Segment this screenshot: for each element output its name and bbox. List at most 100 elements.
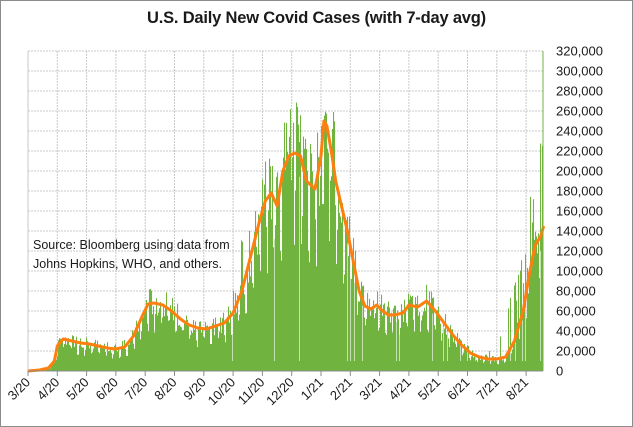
daily-bar	[484, 361, 486, 371]
daily-bar	[489, 351, 491, 371]
daily-bar	[405, 309, 407, 371]
daily-bar	[502, 360, 504, 371]
daily-bar	[311, 153, 313, 371]
bar-gap	[460, 345, 461, 361]
daily-bar	[472, 350, 474, 371]
daily-bar	[188, 323, 190, 371]
daily-bar	[511, 353, 513, 371]
daily-bar	[302, 216, 304, 371]
daily-bar	[59, 338, 61, 371]
daily-bar	[530, 196, 532, 371]
daily-bar	[255, 211, 257, 371]
daily-bar	[383, 304, 385, 371]
daily-bar	[262, 179, 264, 371]
daily-bar	[253, 287, 255, 371]
daily-bar	[134, 348, 136, 371]
daily-bar	[218, 338, 220, 371]
daily-bar	[238, 320, 240, 371]
daily-bar	[415, 297, 417, 371]
daily-bar	[387, 306, 389, 371]
daily-bar	[507, 355, 509, 371]
daily-bar	[476, 359, 478, 371]
daily-bar	[305, 138, 307, 371]
bar-gap	[467, 351, 468, 361]
daily-bar	[538, 233, 540, 371]
daily-bar	[351, 279, 353, 371]
daily-bar	[478, 358, 480, 371]
daily-bar	[251, 260, 253, 371]
daily-bar	[175, 332, 177, 371]
daily-bar	[83, 347, 85, 371]
y-tick-label: 280,000	[556, 84, 603, 99]
daily-bar	[313, 187, 315, 371]
daily-bar	[337, 229, 339, 371]
daily-bar	[461, 340, 463, 371]
daily-bar	[329, 241, 331, 371]
daily-bar	[76, 336, 78, 371]
daily-bar	[431, 291, 433, 371]
bar-gap	[362, 305, 363, 361]
daily-bar	[414, 331, 416, 371]
daily-bar	[379, 327, 381, 371]
daily-bar	[189, 338, 191, 371]
bar-gap	[447, 331, 448, 361]
x-tick-label: 11/20	[235, 375, 268, 408]
daily-bar	[90, 345, 92, 371]
daily-bar	[454, 336, 456, 371]
daily-bar	[291, 179, 293, 371]
daily-bar	[377, 291, 379, 371]
daily-bar	[294, 244, 296, 371]
daily-bar	[132, 330, 134, 371]
daily-bar	[404, 299, 406, 371]
daily-bar	[267, 273, 269, 371]
daily-bar	[410, 295, 412, 371]
daily-bar	[359, 301, 361, 371]
avg-line-path	[27, 119, 546, 373]
daily-bar	[97, 340, 99, 371]
daily-bar	[176, 331, 178, 371]
y-tick-label: 80,000	[556, 284, 596, 299]
daily-bar	[201, 332, 203, 371]
daily-bar	[231, 334, 233, 371]
daily-bar	[297, 106, 299, 371]
daily-bar	[312, 171, 314, 371]
daily-bar	[492, 356, 494, 371]
daily-bar	[469, 357, 471, 371]
daily-bar	[524, 304, 526, 371]
daily-bar	[58, 340, 60, 371]
daily-bar	[419, 312, 421, 371]
daily-bar	[529, 278, 531, 371]
daily-bar	[263, 212, 265, 371]
daily-bar	[512, 349, 514, 371]
daily-bar	[457, 333, 459, 371]
daily-bar	[81, 346, 83, 371]
daily-bar	[510, 297, 512, 371]
daily-bar	[142, 312, 144, 371]
daily-bar	[135, 327, 137, 371]
daily-bar	[207, 325, 209, 371]
daily-bar	[430, 302, 432, 371]
daily-bar	[498, 364, 500, 371]
daily-bar	[101, 346, 103, 371]
daily-bar	[179, 324, 181, 371]
x-tick-label: 4/21	[386, 375, 415, 404]
daily-bar	[254, 231, 256, 371]
daily-bar	[273, 247, 275, 371]
daily-bar	[172, 297, 174, 371]
daily-bar	[119, 357, 121, 371]
daily-bar	[290, 109, 292, 372]
daily-bar	[216, 325, 218, 371]
daily-bar	[488, 360, 490, 371]
daily-bar	[89, 348, 91, 371]
daily-bar	[368, 309, 370, 371]
daily-bar	[371, 309, 373, 371]
source-annotation: Source: Bloomberg using data from Johns …	[33, 236, 230, 274]
daily-bar	[348, 256, 350, 371]
bar-gap	[443, 326, 444, 361]
y-tick-label: 120,000	[556, 244, 603, 259]
daily-bar	[117, 351, 119, 371]
daily-bar	[224, 335, 226, 371]
daily-bar	[315, 219, 317, 371]
daily-bar	[239, 314, 241, 371]
daily-bar	[497, 363, 499, 371]
